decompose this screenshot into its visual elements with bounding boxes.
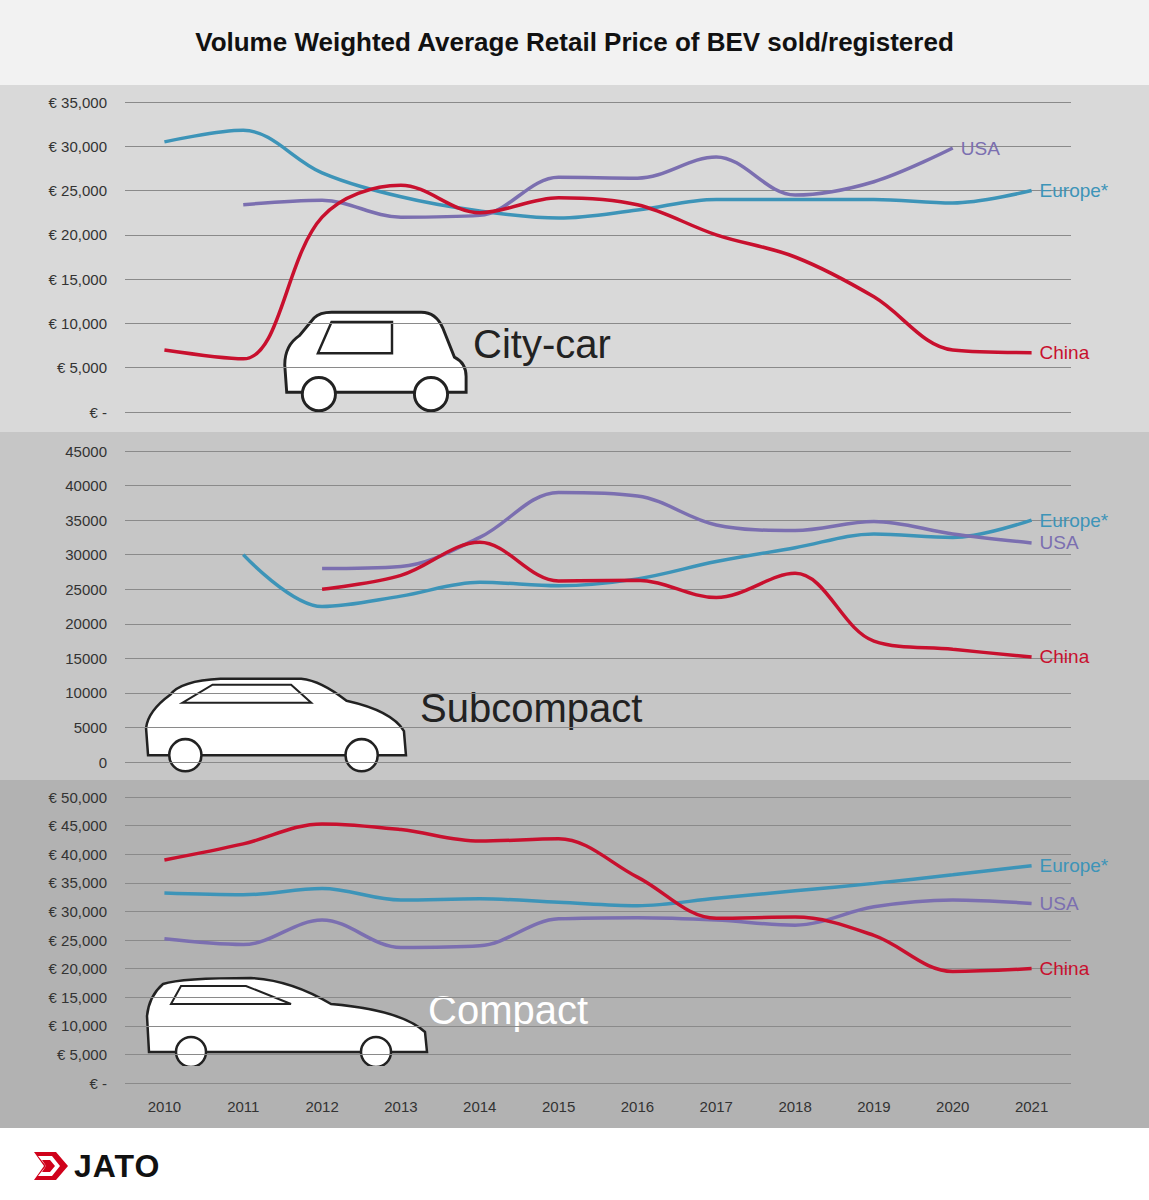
- html-text:Subcompact: Subcompact: [420, 686, 643, 730]
- svg-text:USA: USA: [1040, 532, 1079, 553]
- svg-text:USA: USA: [961, 138, 1000, 159]
- svg-text:€ 50,000: € 50,000: [49, 789, 107, 806]
- svg-text:2013: 2013: [384, 1098, 417, 1115]
- svg-text:€ 20,000: € 20,000: [49, 960, 107, 977]
- svg-text:€ -: € -: [89, 1075, 107, 1092]
- svg-text:€ 25,000: € 25,000: [49, 932, 107, 949]
- svg-text:USA: USA: [1040, 893, 1079, 914]
- svg-text:€ 15,000: € 15,000: [49, 989, 107, 1006]
- svg-text:€ 5,000: € 5,000: [57, 1046, 107, 1063]
- svg-text:2010: 2010: [148, 1098, 181, 1115]
- svg-text:€ 35,000: € 35,000: [49, 874, 107, 891]
- svg-text:€ -: € -: [89, 404, 107, 421]
- svg-text:2014: 2014: [463, 1098, 496, 1115]
- svg-text:35000: 35000: [65, 512, 107, 529]
- svg-text:€ 30,000: € 30,000: [49, 138, 107, 155]
- svg-text:Europe*: Europe*: [1040, 855, 1109, 876]
- svg-text:2018: 2018: [778, 1098, 811, 1115]
- svg-text:0: 0: [99, 754, 107, 771]
- svg-text:€ 5,000: € 5,000: [57, 359, 107, 376]
- svg-text:€ 30,000: € 30,000: [49, 903, 107, 920]
- svg-text:€ 35,000: € 35,000: [49, 94, 107, 111]
- html-text:City-car: City-car: [473, 322, 611, 366]
- svg-text:Europe*: Europe*: [1040, 510, 1109, 531]
- svg-text:2015: 2015: [542, 1098, 575, 1115]
- svg-text:€ 10,000: € 10,000: [49, 1017, 107, 1034]
- svg-text:China: China: [1040, 646, 1090, 667]
- svg-text:2012: 2012: [305, 1098, 338, 1115]
- svg-text:15000: 15000: [65, 650, 107, 667]
- svg-text:20000: 20000: [65, 615, 107, 632]
- svg-text:2011: 2011: [227, 1098, 259, 1115]
- svg-text:€ 15,000: € 15,000: [49, 271, 107, 288]
- svg-text:40000: 40000: [65, 477, 107, 494]
- svg-text:€ 25,000: € 25,000: [49, 182, 107, 199]
- svg-text:30000: 30000: [65, 546, 107, 563]
- svg-text:€ 10,000: € 10,000: [49, 315, 107, 332]
- svg-text:€ 40,000: € 40,000: [49, 846, 107, 863]
- html-text:Compact: Compact: [428, 988, 589, 1032]
- svg-text:2020: 2020: [936, 1098, 969, 1115]
- svg-text:Europe*: Europe*: [1040, 180, 1109, 201]
- html-text:JATO: JATO: [74, 1147, 161, 1184]
- svg-text:2016: 2016: [621, 1098, 654, 1115]
- svg-text:5000: 5000: [74, 719, 107, 736]
- svg-text:45000: 45000: [65, 443, 107, 460]
- html-text:Volume Weighted Average Retail: Volume Weighted Average Retail Price of …: [195, 27, 954, 57]
- svg-text:China: China: [1040, 958, 1090, 979]
- svg-text:China: China: [1040, 342, 1090, 363]
- svg-text:2021: 2021: [1015, 1098, 1048, 1115]
- svg-text:10000: 10000: [65, 684, 107, 701]
- svg-text:€ 45,000: € 45,000: [49, 817, 107, 834]
- svg-text:€ 20,000: € 20,000: [49, 226, 107, 243]
- svg-text:25000: 25000: [65, 581, 107, 598]
- svg-text:2017: 2017: [700, 1098, 733, 1115]
- svg-text:2019: 2019: [857, 1098, 890, 1115]
